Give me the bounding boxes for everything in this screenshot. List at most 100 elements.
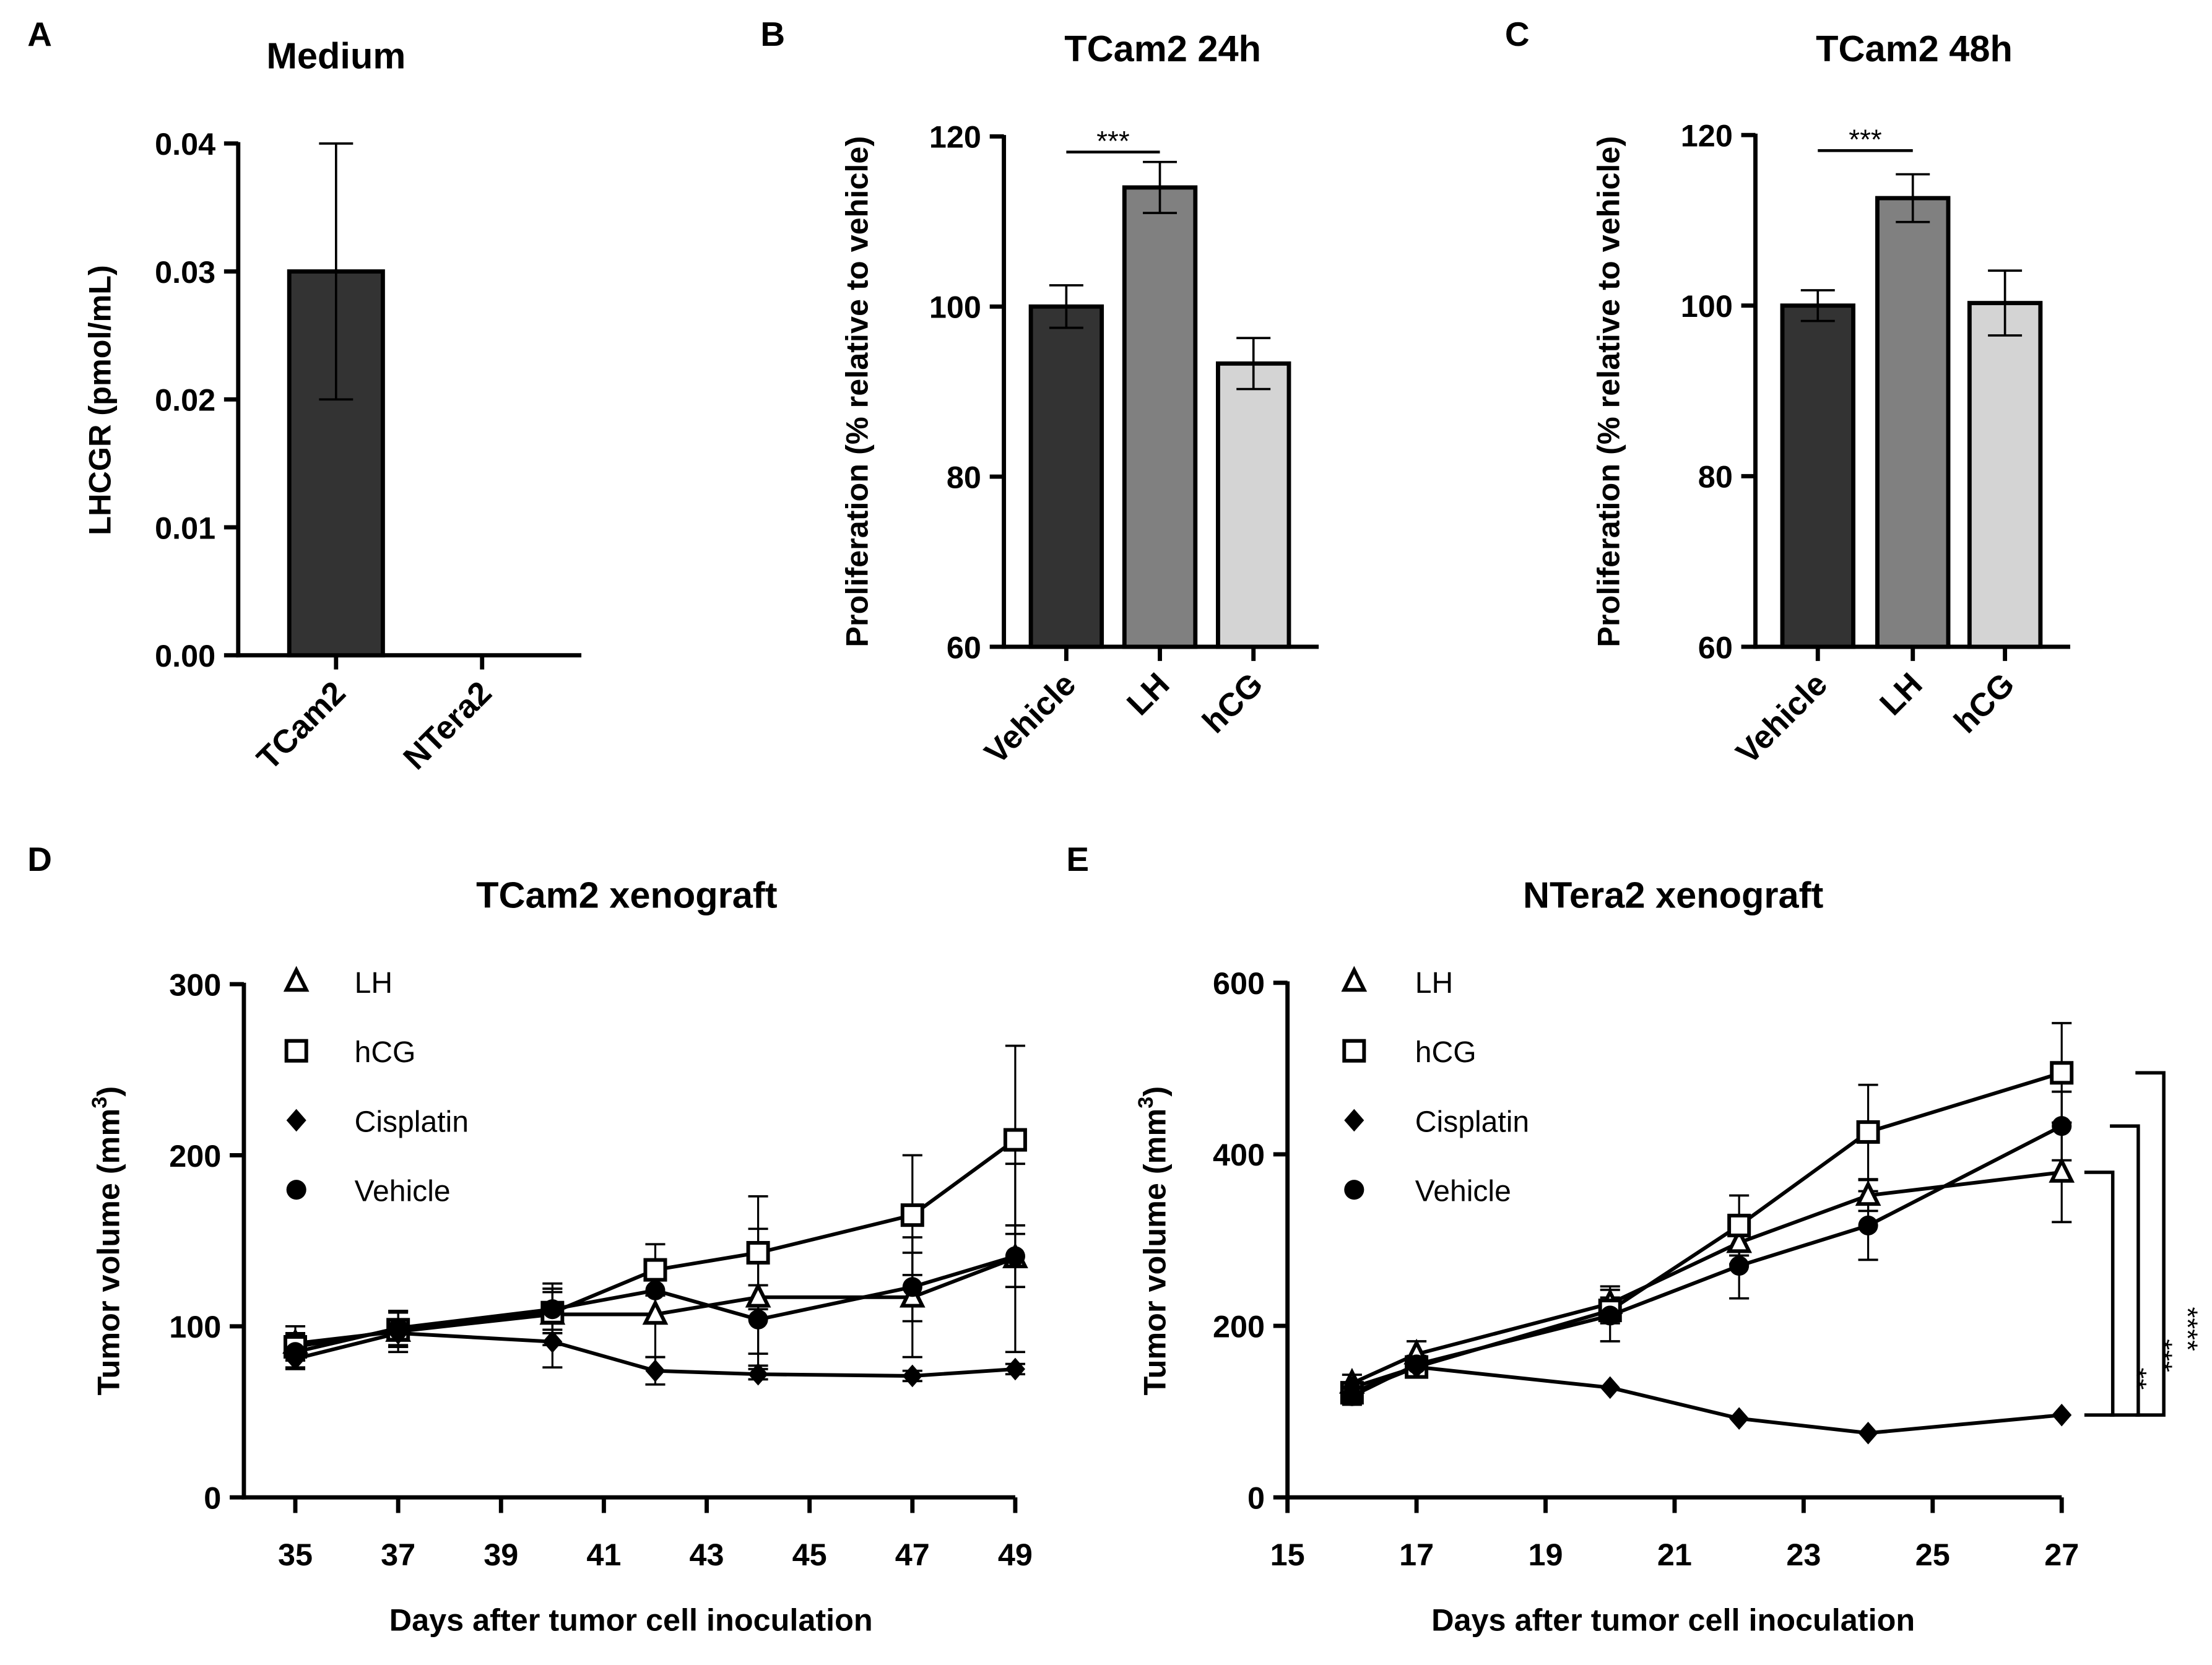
panel-b-x-tick-label: Vehicle — [978, 666, 1083, 771]
panel-e-significance-bracket — [2110, 1124, 2140, 1417]
panel-e-y-label-sup: 3 — [1134, 1097, 1158, 1109]
panel-d-y-label-end: ) — [90, 1086, 126, 1097]
panel-e-point-lh — [1726, 1227, 1753, 1253]
panel-b-significance-label: *** — [1096, 125, 1130, 157]
panel-e-y-label-end: ) — [1137, 1086, 1173, 1097]
panel-e-significance-bracket — [2135, 1071, 2166, 1417]
panel-e-significance-label: **** — [2172, 1307, 2203, 1351]
panel-a-y-tick-label: 0.00 — [155, 638, 215, 673]
panel-b-y-tick-label: 60 — [947, 629, 981, 665]
panel-d-legend-label-hcg: hCG — [355, 1036, 416, 1069]
panel-c-y-tick-label: 60 — [1698, 629, 1733, 665]
panel-e-x-tick-label: 15 — [1270, 1537, 1305, 1572]
panel-c-x-tick-label: LH — [1873, 666, 1929, 722]
panel-e-y-tick-label: 0 — [1247, 1481, 1265, 1516]
panel-d-x-tick-label: 39 — [484, 1537, 518, 1572]
panel-a-y-tick-label: 0.02 — [155, 383, 215, 418]
panel-a-y-tick-label: 0.04 — [155, 126, 215, 162]
panel-d-legend-marker-vehicle — [286, 1180, 306, 1200]
panel-e-legend-label-lh: LH — [1415, 966, 1453, 1000]
panel-d-title: TCam2 xenograft — [476, 874, 778, 915]
panel-d-legend-label-lh: LH — [355, 966, 393, 1000]
panel-d-point-vehicle — [388, 1318, 409, 1338]
panel-a-y-tick-label: 0.01 — [155, 510, 215, 545]
panel-d-y-tick-label: 200 — [169, 1138, 221, 1174]
panel-b-y-tick-label: 120 — [929, 119, 981, 155]
panel-b-title: TCam2 24h — [1064, 28, 1261, 69]
panel-e-legend-marker-hcg — [1342, 1039, 1366, 1063]
panel-d-x-tick-label: 35 — [278, 1537, 313, 1572]
panel-e-series-line-vehicle — [1351, 1124, 2063, 1398]
panel-e-letter: E — [1066, 840, 1089, 878]
panel-d-point-hcg — [643, 1258, 667, 1282]
panel-d-point-cisplatin — [748, 1362, 768, 1386]
panel-d-point-hcg — [900, 1203, 924, 1227]
panel-d-x-tick-label: 43 — [690, 1537, 724, 1572]
panel-d-point-lh — [642, 1299, 669, 1325]
panel-d-point-vehicle — [748, 1309, 768, 1330]
panel-e-significance-label: *** — [2146, 1339, 2178, 1372]
panel-a-letter: A — [27, 15, 52, 53]
panel-d-point-lh — [745, 1281, 771, 1308]
panel-e-point-cisplatin — [1729, 1407, 1750, 1430]
panel-e-title: NTera2 xenograft — [1523, 874, 1824, 915]
panel-d-x-tick-label: 47 — [895, 1537, 930, 1572]
panel-b-y-tick-label: 80 — [947, 459, 981, 495]
panel-d-point-vehicle — [902, 1277, 922, 1297]
panel-e-x-tick-label: 23 — [1786, 1537, 1821, 1572]
panel-d-x-tick-label: 37 — [381, 1537, 415, 1572]
panel-c-y-label: Proliferation (% relative to vehicle) — [1591, 136, 1626, 647]
panel-c-significance-label: *** — [1849, 124, 1882, 155]
panel-c-y-tick-label: 100 — [1681, 288, 1733, 324]
panel-e-x-tick-label: 21 — [1657, 1537, 1692, 1572]
panel-e-series-line-cisplatin — [1351, 1365, 2062, 1435]
panel-d-point-cisplatin — [645, 1359, 666, 1382]
panel-d-y-tick-label: 300 — [169, 967, 221, 1002]
panel-c-bar-lh — [1875, 196, 1951, 649]
panel-d-y-tick-label: 0 — [204, 1481, 221, 1516]
panel-e-legend-marker-lh — [1341, 966, 1368, 992]
panel-e-point-cisplatin — [1600, 1376, 1620, 1399]
panel-e-point-vehicle — [2052, 1116, 2072, 1136]
panel-c-x-tick-label: Vehicle — [1729, 666, 1834, 771]
panel-b-letter: B — [760, 15, 785, 53]
panel-d-legend-label-vehicle: Vehicle — [355, 1174, 451, 1208]
panel-d-x-label: Days after tumor cell inoculation — [389, 1602, 873, 1637]
panel-a-y-label: LHCGR (pmol/mL) — [82, 265, 118, 535]
panel-d-point-vehicle — [1005, 1246, 1025, 1266]
panel-d-legend-label-cisplatin: Cisplatin — [355, 1105, 469, 1138]
panel-e-point-hcg — [1727, 1213, 1751, 1237]
panel-e-x-tick-label: 25 — [1915, 1537, 1950, 1572]
panel-e-point-vehicle — [1600, 1305, 1620, 1326]
panel-a-y-tick-label: 0.03 — [155, 254, 215, 290]
panel-e-point-hcg — [2050, 1061, 2074, 1085]
panel-b-bar-lh — [1122, 185, 1198, 649]
panel-b-x-tick-label: hCG — [1195, 666, 1270, 740]
panel-e-point-vehicle — [1858, 1215, 1878, 1235]
panel-d-point-hcg — [746, 1240, 770, 1265]
panel-e-y-tick-label: 200 — [1213, 1308, 1265, 1344]
panel-e-y-tick-label: 400 — [1213, 1137, 1265, 1172]
panel-e-point-cisplatin — [2052, 1403, 2072, 1427]
panel-e-point-vehicle — [1407, 1354, 1427, 1375]
panel-e-y-tick-label: 600 — [1213, 966, 1265, 1001]
panel-c-y-tick-label: 80 — [1698, 459, 1733, 495]
panel-d-point-vehicle — [285, 1342, 306, 1362]
panel-d-point-cisplatin — [902, 1364, 922, 1388]
panel-c-letter: C — [1505, 15, 1530, 53]
panel-c-x-tick-label: hCG — [1947, 666, 2021, 740]
panel-c-bar-hcg — [1967, 301, 2043, 649]
panel-e-point-cisplatin — [1858, 1421, 1878, 1445]
panel-e-significance-bracket — [2084, 1170, 2115, 1417]
panel-e-legend-label-cisplatin: Cisplatin — [1415, 1105, 1529, 1138]
panel-e-point-lh — [2049, 1157, 2075, 1183]
panel-d-y-label: Tumor volume (mm3) — [88, 1086, 126, 1396]
panel-b-bar-hcg — [1216, 361, 1291, 649]
panel-d-y-tick-label: 100 — [169, 1309, 221, 1344]
panel-d-point-cisplatin — [1005, 1357, 1025, 1381]
panel-d-point-vehicle — [645, 1280, 666, 1300]
panel-b-y-label: Proliferation (% relative to vehicle) — [839, 136, 875, 647]
panel-e-x-tick-label: 17 — [1399, 1537, 1434, 1572]
panel-c-bar-vehicle — [1780, 303, 1855, 649]
